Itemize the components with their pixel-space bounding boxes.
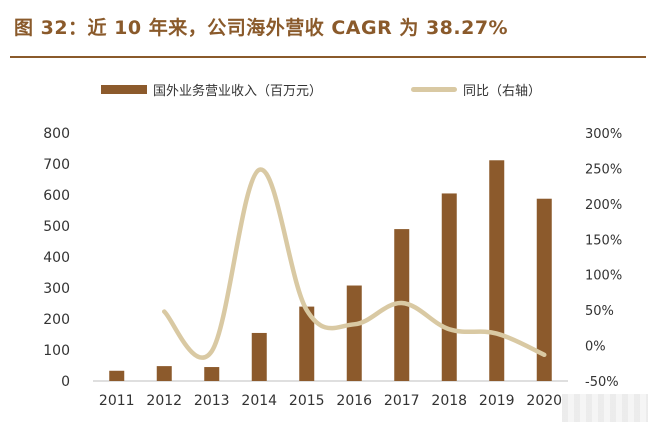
x-tick-label: 2019: [479, 393, 515, 409]
y-right-tick-label: 150%: [585, 233, 622, 248]
x-tick-label: 2011: [99, 393, 135, 409]
bar-revenue-2018: [441, 193, 457, 381]
y-right-tick-label: 300%: [585, 127, 622, 142]
chart-title: 图 32：近 10 年来，公司海外营收 CAGR 为 38.27%: [14, 17, 509, 39]
bar-revenue-2012: [156, 366, 172, 381]
legend-label-yoy: 同比（右轴）: [463, 84, 542, 99]
bar-revenue-2011: [109, 370, 125, 381]
x-tick-label: 2013: [194, 393, 230, 409]
bar-revenue-2015: [299, 306, 315, 381]
title-divider: [10, 56, 646, 58]
x-tick-label: 2015: [289, 393, 325, 409]
y-left-tick-label: 200: [43, 312, 70, 328]
bar-revenue-2016: [346, 285, 362, 381]
watermark-blur: [562, 394, 648, 422]
legend: 国外业务营业收入（百万元） 同比（右轴）: [0, 80, 659, 102]
y-left-tick-label: 400: [43, 250, 70, 266]
legend-bar-swatch: [101, 85, 147, 94]
y-right-tick-label: 50%: [585, 304, 614, 319]
y-right-tick-label: 100%: [585, 269, 622, 284]
y-right-tick-label: -50%: [585, 375, 619, 390]
legend-item-yoy: 同比（右轴）: [411, 80, 541, 99]
x-tick-label: 2014: [241, 393, 277, 409]
y-left-tick-label: 800: [43, 126, 70, 142]
bar-revenue-2013: [204, 367, 220, 381]
y-left-tick-label: 300: [43, 281, 70, 297]
legend-item-revenue: 国外业务营业收入（百万元）: [101, 80, 322, 99]
bar-revenue-2019: [489, 160, 505, 381]
yoy-line: [162, 167, 547, 360]
x-tick-label: 2020: [526, 393, 562, 409]
legend-label-revenue: 国外业务营业收入（百万元）: [153, 84, 323, 99]
x-tick-label: 2017: [384, 393, 420, 409]
x-tick-label: 2012: [146, 393, 182, 409]
y-left-tick-label: 500: [43, 219, 70, 235]
y-right-tick-label: 250%: [585, 162, 622, 177]
bar-revenue-2020: [536, 198, 552, 381]
bar-revenue-2014: [251, 332, 267, 381]
y-left-tick-label: 0: [61, 374, 70, 390]
y-right-tick-label: 200%: [585, 198, 622, 213]
legend-line-swatch: [411, 87, 457, 92]
y-right-tick-label: 0%: [585, 340, 606, 355]
y-left-tick-label: 100: [43, 343, 70, 359]
x-tick-label: 2018: [431, 393, 467, 409]
y-left-tick-label: 700: [43, 157, 70, 173]
y-left-tick-label: 600: [43, 188, 70, 204]
x-tick-label: 2016: [336, 393, 372, 409]
